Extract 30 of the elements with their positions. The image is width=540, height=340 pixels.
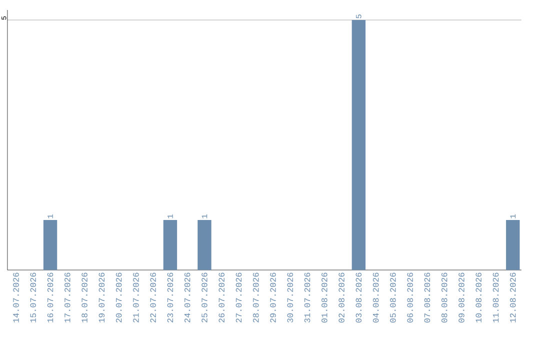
x-tick-label: 01.08.2026 (322, 272, 328, 322)
x-tick-label: 12.08.2026 (510, 272, 516, 322)
x-tick-label: 22.07.2026 (150, 272, 156, 322)
x-tick-label: 09.08.2026 (458, 272, 464, 322)
x-tick-label: 06.08.2026 (407, 272, 413, 322)
x-tick-label: 31.07.2026 (304, 272, 310, 322)
x-tick-label: 05.08.2026 (390, 272, 396, 322)
x-tick-label: 30.07.2026 (287, 272, 294, 322)
x-tick-label: 04.08.2026 (372, 272, 379, 322)
x-tick-label: 24.07.2026 (184, 272, 190, 322)
x-tick-label: 29.07.2026 (270, 272, 276, 322)
x-tick-label: 25.07.2026 (202, 272, 208, 322)
x-tick-label: 17.07.2026 (64, 272, 70, 322)
x-tick-label: 28.07.2026 (252, 272, 259, 322)
x-tick-label: 08.08.2026 (441, 272, 448, 322)
x-tick-label: 07.08.2026 (424, 272, 430, 322)
x-tick-label: 21.07.2026 (133, 272, 139, 322)
x-tick-label: 18.07.2026 (82, 272, 88, 322)
x-tick-label: 15.07.2026 (30, 272, 36, 322)
x-tick-label: 02.08.2026 (338, 272, 344, 322)
x-tick-label: 23.07.2026 (167, 272, 174, 322)
x-tick-label: 19.07.2026 (98, 272, 105, 322)
x-tick-label: 10.08.2026 (476, 272, 482, 322)
x-tick-label: 20.07.2026 (116, 272, 122, 322)
x-tick-label: 14.07.2026 (13, 272, 19, 322)
x-tick-label: 16.07.2026 (47, 272, 54, 322)
x-tick-label: 11.08.2026 (492, 272, 499, 322)
x-tick-label: 26.07.2026 (218, 272, 224, 322)
x-tick-label: 27.07.2026 (236, 272, 242, 322)
x-tick-label: 03.08.2026 (356, 272, 362, 322)
